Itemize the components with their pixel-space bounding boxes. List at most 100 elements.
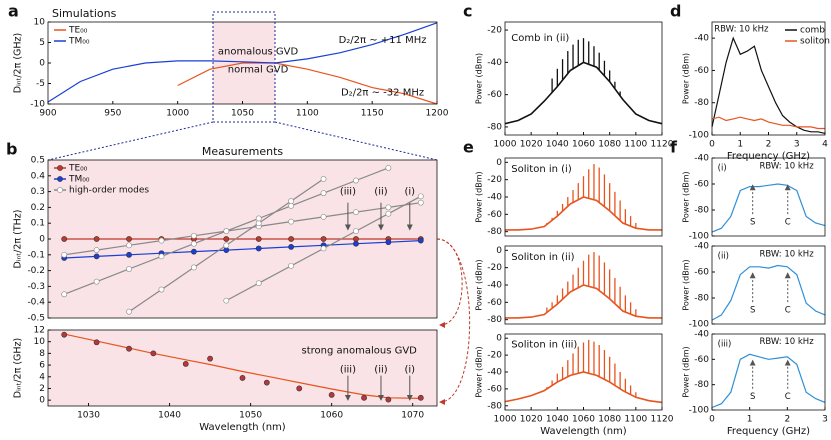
data-point (223, 236, 230, 242)
data-point (190, 248, 197, 255)
y-tick-label: 0 (496, 158, 502, 168)
y-tick-label: -10 (30, 100, 45, 110)
y-tick-label: 0.3 (31, 187, 45, 197)
legend-marker (57, 187, 63, 193)
annotation: (iii) (718, 339, 732, 349)
data-point (417, 193, 424, 200)
x-tick-label: 3 (794, 140, 800, 150)
series-line (711, 116, 825, 130)
x-tick-label: 1000 (494, 140, 517, 150)
annotation: (iii) (340, 187, 356, 198)
data-point (320, 190, 327, 197)
x-tick-label: 1040 (546, 140, 569, 150)
series-line (711, 36, 826, 134)
y-tick-label: -20 (487, 263, 502, 273)
x-tick-label: 1020 (520, 140, 543, 150)
y-tick-label: -60 (694, 66, 709, 76)
link-arrow (436, 238, 471, 405)
data-point (61, 331, 68, 338)
y-tick-label: -5 (36, 79, 45, 89)
data-point (320, 176, 327, 182)
panel-label: c (463, 2, 472, 21)
data-point (288, 243, 295, 250)
y-axis-label: Dᵢₙₜ/2π (GHz) (13, 33, 24, 94)
data-point (320, 213, 327, 220)
background-spectrum (504, 61, 663, 125)
series-line (711, 183, 826, 233)
x-tick-label: 1040 (546, 415, 569, 425)
y-tick-label: -40 (694, 242, 709, 252)
legend-label: high-order modes (69, 186, 149, 196)
plot-frame (504, 21, 663, 136)
annotation: Soliton in (i) (511, 164, 572, 175)
plot-frame (504, 245, 663, 325)
data-point (158, 253, 165, 260)
x-tick-label: 1030 (77, 411, 100, 421)
data-point (126, 236, 132, 242)
series-line (64, 202, 421, 256)
annotation: S (750, 305, 755, 315)
y-tick-label: 4 (39, 372, 45, 382)
series-line (711, 353, 826, 409)
y-axis-label: Power (dBm) (475, 346, 484, 397)
background-spectrum (505, 196, 662, 231)
y-tick-label: -80 (487, 122, 502, 132)
data-point (239, 375, 246, 381)
x-tick-label: 1020 (520, 415, 543, 425)
plot-frame (711, 21, 826, 136)
x-tick-label: 1080 (598, 140, 621, 150)
annotation: (ii) (374, 365, 387, 376)
y-tick-label: -40 (694, 330, 709, 340)
y-tick-label: 0 (496, 246, 502, 256)
y-tick-label: 5 (39, 38, 45, 48)
data-point (288, 236, 295, 242)
legend-label: soliton (800, 37, 830, 47)
x-tick-label: 1120 (651, 415, 674, 425)
annotation: normal GVD (228, 65, 289, 76)
plot-frame (47, 159, 438, 319)
x-tick-label: 1100 (296, 109, 319, 119)
data-point (126, 242, 132, 249)
x-tick-label: 2 (766, 140, 772, 150)
x-tick-label: 900 (39, 109, 56, 119)
annotation: anomalous GVD (218, 47, 299, 58)
data-point (61, 236, 68, 242)
y-tick-label: -40 (487, 368, 502, 378)
panel-label: f (670, 138, 678, 157)
y-axis-label: Power (dBm) (475, 171, 484, 222)
y-tick-label: 0 (39, 235, 45, 245)
data-point (126, 266, 132, 272)
annotation: (i) (404, 187, 415, 198)
y-tick-label: -60 (487, 298, 502, 308)
data-point (182, 361, 189, 367)
data-point (353, 236, 359, 242)
y-tick-label: -80 (487, 315, 502, 325)
x-axis-label: Frequency (GHz) (727, 151, 810, 162)
data-point (385, 239, 392, 246)
annotation: S (750, 392, 755, 402)
x-tick-label: 1000 (166, 109, 189, 119)
x-tick-label: 950 (104, 109, 121, 119)
series-line (177, 62, 438, 105)
legend-marker (57, 165, 63, 171)
data-point (255, 245, 262, 252)
x-tick-label: 1100 (624, 140, 647, 150)
x-tick-label: 1070 (401, 411, 424, 421)
data-point (190, 240, 197, 247)
x-tick-label: 1040 (158, 411, 181, 421)
zoom-line (274, 121, 438, 161)
plot-frame (47, 21, 438, 105)
y-tick-label: -40 (487, 281, 502, 291)
data-point (255, 215, 262, 222)
y-tick-label: -100 (689, 131, 710, 141)
data-point (223, 297, 230, 304)
data-point (320, 236, 327, 242)
x-tick-label: 1060 (572, 415, 595, 425)
plot-frame (711, 333, 826, 411)
data-point (263, 379, 270, 386)
y-tick-label: -20 (487, 175, 502, 185)
y-tick-label: -80 (487, 227, 502, 237)
data-point (126, 251, 132, 258)
y-tick-label: 2 (39, 384, 45, 394)
x-tick-label: 0 (709, 415, 715, 425)
